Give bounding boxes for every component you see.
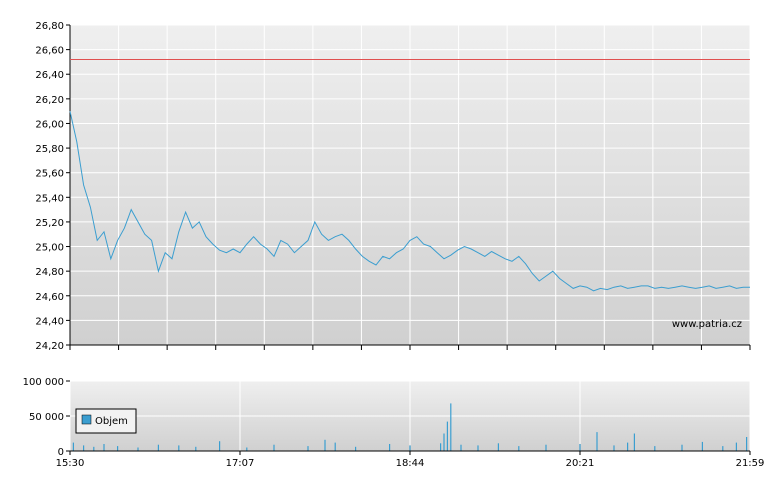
price-y-tick-label: 26,40	[35, 70, 64, 81]
volume-y-tick-label: 0	[58, 447, 64, 458]
price-y-tick-label: 25,80	[35, 144, 64, 155]
price-chart: 24,20 24,40 24,60 24,80 25,00 25,20 25,40 25,60…	[35, 21, 751, 352]
volume-x-axis: 15:30 17:07 18:44 20:21 21:59	[56, 451, 765, 469]
volume-y-tick-label: 50 000	[29, 412, 64, 423]
price-y-tick-label: 26,80	[35, 21, 64, 32]
price-x-axis	[69, 345, 751, 350]
price-y-tick-label: 26,60	[35, 46, 64, 57]
price-y-tick-label: 24,80	[35, 267, 64, 278]
x-tick-label: 21:59	[736, 458, 765, 469]
volume-y-tick-label: 100 000	[23, 377, 64, 388]
price-y-tick-label: 25,60	[35, 169, 64, 180]
price-y-tick-label: 25,40	[35, 193, 64, 204]
x-tick-label: 18:44	[396, 458, 425, 469]
volume-chart: 0 50 000 100 000 15:30 17:07 18:44 20:21 21:59…	[23, 377, 765, 469]
volume-y-axis: 0 50 000 100 000	[23, 377, 70, 458]
price-grid	[69, 24, 751, 346]
price-y-tick-label: 25,20	[35, 218, 64, 229]
volume-bars	[72, 403, 748, 451]
x-tick-label: 17:07	[226, 458, 255, 469]
legend-swatch-icon	[81, 414, 92, 425]
price-y-tick-label: 26,00	[35, 119, 64, 130]
price-y-axis: 24,20 24,40 24,60 24,80 25,00 25,20 25,40 25,60…	[35, 21, 70, 352]
price-series-line	[69, 111, 750, 292]
legend-label: Objem	[95, 416, 128, 427]
watermark: www.patria.cz	[672, 319, 742, 330]
price-y-tick-label: 24,60	[35, 292, 64, 303]
x-tick-label: 15:30	[56, 458, 85, 469]
price-y-tick-label: 24,40	[35, 316, 64, 327]
price-y-tick-label: 24,20	[35, 341, 64, 352]
price-y-tick-label: 26,20	[35, 95, 64, 106]
legend: Objem	[75, 408, 137, 434]
x-tick-label: 20:21	[566, 458, 595, 469]
price-y-tick-label: 25,00	[35, 243, 64, 254]
